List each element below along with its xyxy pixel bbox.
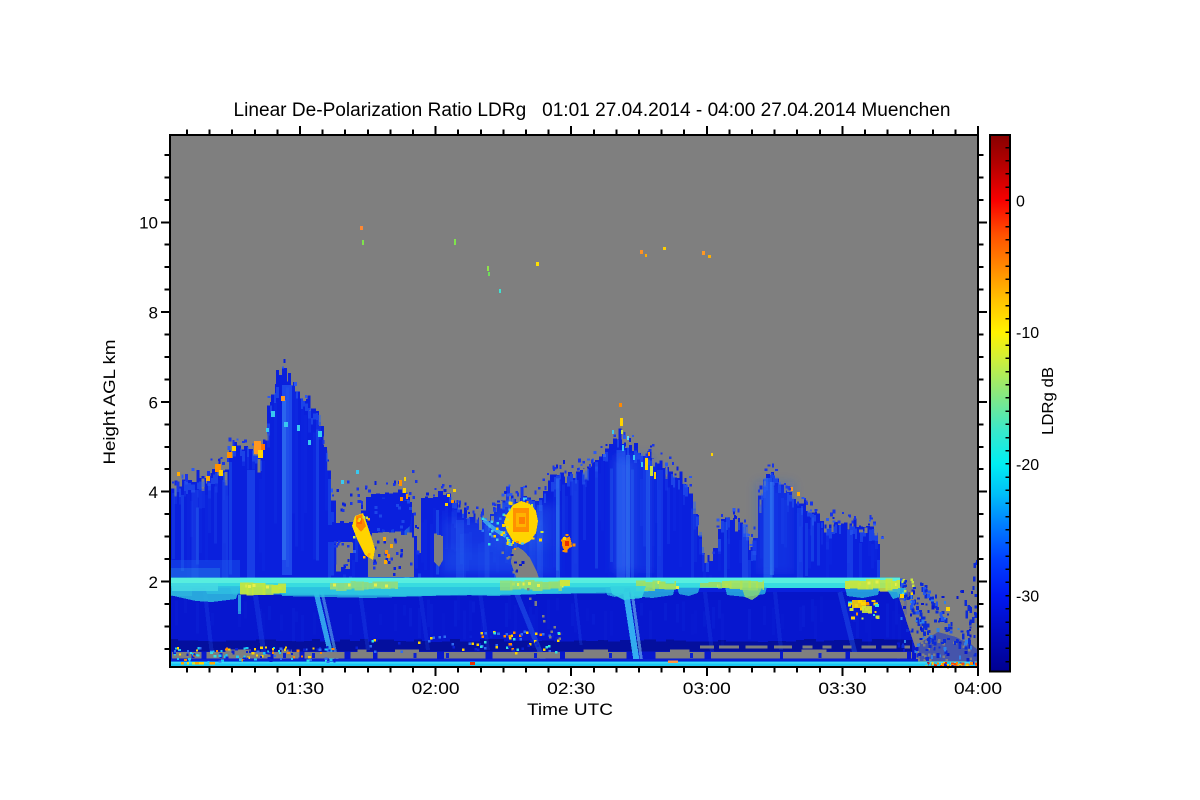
svg-text:Linear De-Polarization Ratio L: Linear De-Polarization Ratio LDRg 01:01 … (234, 100, 951, 121)
svg-text:-30: -30 (1016, 589, 1039, 606)
svg-text:0: 0 (1016, 193, 1025, 210)
svg-text:Height AGL km: Height AGL km (100, 340, 119, 465)
svg-text:01:30: 01:30 (276, 679, 324, 698)
svg-text:-20: -20 (1016, 457, 1039, 474)
svg-text:10: 10 (139, 214, 158, 233)
svg-text:8: 8 (149, 303, 158, 322)
svg-text:4: 4 (149, 483, 158, 502)
svg-text:02:30: 02:30 (547, 679, 595, 698)
svg-text:03:00: 03:00 (683, 679, 731, 698)
svg-text:Time UTC: Time UTC (527, 700, 613, 719)
svg-text:02:00: 02:00 (412, 679, 460, 698)
svg-text:LDRg dB: LDRg dB (1040, 367, 1057, 435)
svg-text:04:00: 04:00 (954, 679, 1002, 698)
svg-text:03:30: 03:30 (818, 679, 866, 698)
svg-text:6: 6 (149, 393, 158, 412)
svg-text:-10: -10 (1016, 325, 1039, 342)
svg-text:2: 2 (149, 573, 158, 592)
